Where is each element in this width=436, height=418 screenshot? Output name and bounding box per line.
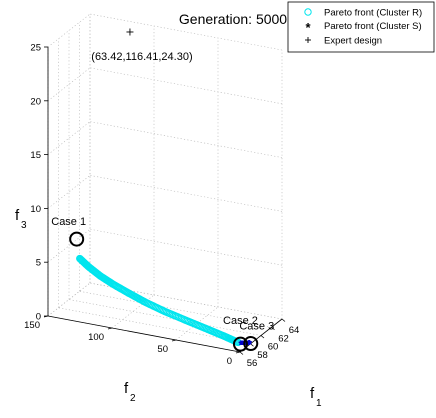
x-tick-label: 64 xyxy=(289,325,300,336)
grid-wall-xz xyxy=(47,13,91,48)
y-tick-mark xyxy=(171,339,177,342)
z-axis-label-sub: 3 xyxy=(21,220,27,231)
point-cluster-s: * xyxy=(239,338,244,352)
y-axis-label-sub: 2 xyxy=(130,393,136,404)
annotation-expert: (63.42,116.41,24.30) xyxy=(91,51,192,63)
y-tick-label: 50 xyxy=(157,344,168,355)
point-cluster-s: * xyxy=(247,338,252,352)
legend-marker-asterisk: * xyxy=(305,20,311,35)
x-axis-label: f 1 xyxy=(310,385,322,409)
z-tick-label: 0 xyxy=(36,312,41,323)
chart-title: Generation: 5000 xyxy=(179,11,287,27)
point-cluster-s: * xyxy=(241,338,246,352)
x-tick-mark xyxy=(250,343,254,347)
point-cluster-s: * xyxy=(240,338,245,352)
legend-marker-plus xyxy=(305,37,311,43)
y-tick-label: 150 xyxy=(24,320,40,331)
point-cluster-s: * xyxy=(247,338,252,352)
grid-wall-xz xyxy=(47,228,91,263)
point-cluster-s: * xyxy=(247,338,252,352)
y-axis-label: f 2 xyxy=(124,380,136,404)
grid-floor-y xyxy=(175,306,219,341)
point-cluster-s: * xyxy=(246,338,251,352)
z-tick-label: 25 xyxy=(30,43,41,54)
grid-wall-xz xyxy=(47,282,91,317)
legend-box xyxy=(287,1,435,53)
point-cluster-s: * xyxy=(240,338,245,352)
legend-label-expert: Expert design xyxy=(324,36,382,47)
annotation-case-2: Case 2 xyxy=(223,315,258,327)
x-tick-mark xyxy=(281,318,286,322)
point-cluster-s: * xyxy=(245,338,250,352)
legend: Pareto front (Cluster R) * Pareto front … xyxy=(287,1,435,53)
point-cluster-s: * xyxy=(246,338,251,352)
axis-lines xyxy=(43,46,286,355)
case-1-marker xyxy=(69,231,85,247)
point-cluster-s: * xyxy=(246,338,251,352)
y-axis-line xyxy=(47,315,241,353)
z-axis-label: f 3 xyxy=(15,207,27,231)
point-expert-design xyxy=(126,28,134,36)
x-tick-label: 60 xyxy=(268,342,279,353)
x-axis-label-main: f xyxy=(310,385,315,402)
x-tick-label: 56 xyxy=(247,358,258,369)
z-tick-label: 5 xyxy=(36,258,41,269)
y-tick-mark xyxy=(107,327,113,330)
legend-item-expert: Expert design xyxy=(305,36,382,47)
x-tick-label: 58 xyxy=(257,350,268,361)
y-tick-mark xyxy=(235,351,241,354)
legend-item-cluster-r: Pareto front (Cluster R) xyxy=(304,8,422,19)
legend-item-cluster-s: * Pareto front (Cluster S) xyxy=(305,20,421,35)
x-axis-label-sub: 1 xyxy=(316,398,322,409)
point-cluster-s: * xyxy=(247,338,252,352)
grid-lines xyxy=(47,13,283,353)
point-cluster-s: * xyxy=(239,338,244,352)
z-tick-label: 20 xyxy=(30,96,41,107)
y-tick-label: 0 xyxy=(227,356,232,367)
grid-wall-yz xyxy=(89,121,283,158)
grid-wall-xz xyxy=(47,175,91,209)
annotation-case-3: Case 3 xyxy=(239,321,274,333)
y-axis-label-main: f xyxy=(124,380,129,397)
x-tick-label: 62 xyxy=(278,333,289,344)
point-cluster-s: * xyxy=(246,338,251,352)
z-axis-label-main: f xyxy=(15,207,20,224)
legend-label-cluster-s: Pareto front (Cluster S) xyxy=(324,21,422,32)
grid-wall-yz xyxy=(89,67,283,105)
point-cluster-s: * xyxy=(241,338,246,352)
case-2-marker xyxy=(232,336,248,352)
data-points: **************************************** xyxy=(76,28,252,352)
point-cluster-s: * xyxy=(243,338,248,352)
annotation-case-1: Case 1 xyxy=(51,216,86,228)
point-cluster-s: * xyxy=(238,338,243,352)
z-tick-label: 15 xyxy=(30,150,41,161)
point-cluster-s: * xyxy=(239,338,244,352)
x-tick-mark xyxy=(239,351,244,355)
point-cluster-s: * xyxy=(240,338,245,352)
case-3-marker xyxy=(243,336,259,352)
z-tick-label: 10 xyxy=(30,204,41,215)
grid-wall-xz xyxy=(47,121,91,155)
legend-marker-circle xyxy=(304,8,312,16)
grid-wall-yz xyxy=(89,228,283,266)
x-tick-mark xyxy=(260,335,265,339)
point-cluster-s: * xyxy=(243,338,248,352)
x-tick-mark xyxy=(271,326,275,331)
point-cluster-s: * xyxy=(246,338,251,352)
y-tick-label: 100 xyxy=(88,332,104,343)
point-cluster-s: * xyxy=(247,338,252,352)
grid-wall-xz xyxy=(47,67,91,102)
legend-label-cluster-r: Pareto front (Cluster R) xyxy=(324,8,422,19)
grid-wall-yz xyxy=(89,175,283,212)
